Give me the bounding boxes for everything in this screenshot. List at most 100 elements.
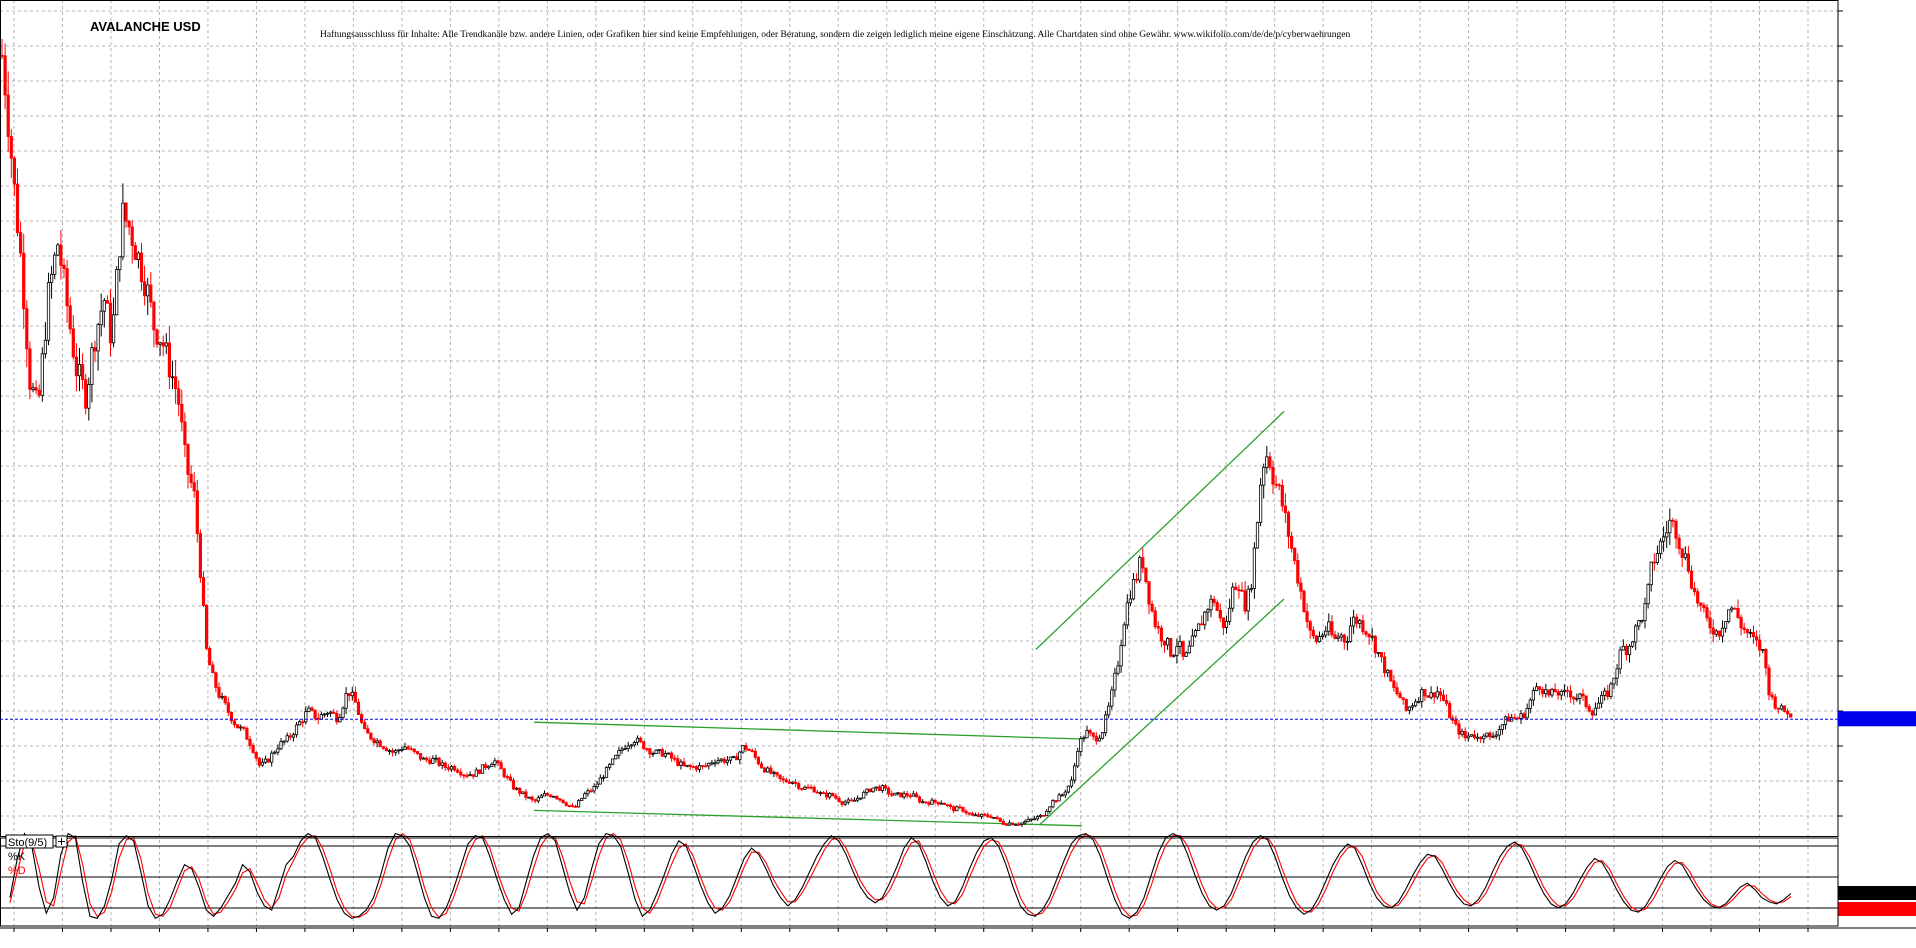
candle-body xyxy=(257,757,261,766)
trendline xyxy=(533,809,1083,827)
candle-body xyxy=(1330,621,1334,636)
candle-body xyxy=(378,740,382,748)
stochastic-legend[interactable]: Sto(9/5) %K %D xyxy=(5,834,68,877)
legend-d: %D xyxy=(8,865,26,877)
candle-body xyxy=(471,774,475,777)
candle-body xyxy=(1562,689,1566,692)
candle-body xyxy=(794,781,798,784)
candle-body xyxy=(242,726,246,729)
candle-body xyxy=(1364,631,1368,635)
candle-body xyxy=(1255,522,1260,549)
candle-body xyxy=(1342,634,1346,643)
candle-body xyxy=(1038,814,1043,818)
candle-body xyxy=(161,342,165,347)
candle-body xyxy=(803,786,807,790)
candle-body xyxy=(189,473,193,484)
candle-body xyxy=(1190,635,1194,647)
candle-body xyxy=(967,812,971,815)
candle-body xyxy=(1166,638,1170,646)
candle-body xyxy=(1141,557,1145,569)
candle-body xyxy=(905,793,909,797)
candle-body xyxy=(1751,631,1756,638)
candle-body xyxy=(332,711,336,714)
candle-body xyxy=(1671,519,1675,522)
candle-body xyxy=(1472,734,1477,739)
candle-body xyxy=(18,232,23,254)
candle-body xyxy=(1420,689,1424,702)
candle-body xyxy=(1779,705,1783,710)
candle-body xyxy=(167,342,171,378)
candle-body xyxy=(893,792,897,796)
candle-body xyxy=(1029,818,1033,821)
candle-body xyxy=(800,788,804,790)
candle-body xyxy=(322,713,327,716)
candle-body xyxy=(1655,553,1659,564)
candle-body xyxy=(71,328,75,358)
candle-body xyxy=(1488,732,1492,738)
candle-body xyxy=(821,792,826,795)
candle-body xyxy=(911,793,916,797)
candle-body xyxy=(1181,641,1185,657)
candle-body xyxy=(130,226,134,246)
candle-body xyxy=(304,711,308,723)
candle-body xyxy=(843,801,847,805)
candle-body xyxy=(1193,630,1198,637)
candle-body xyxy=(753,750,757,758)
candle-body xyxy=(1460,730,1464,735)
candle-body xyxy=(902,793,906,798)
candle-body xyxy=(1355,616,1359,624)
candle-body xyxy=(508,776,513,781)
candle-body xyxy=(620,748,624,751)
candle-body xyxy=(1153,610,1157,627)
candle-body xyxy=(741,745,745,753)
candle-body xyxy=(1252,547,1256,589)
candle-body xyxy=(1324,630,1328,636)
candle-body xyxy=(483,764,488,769)
candle-body xyxy=(964,810,968,814)
candle-body xyxy=(1429,692,1433,698)
candle-body xyxy=(849,799,854,802)
candle-body xyxy=(679,761,683,766)
candle-body xyxy=(1680,548,1684,558)
candle-body xyxy=(155,329,159,345)
candle-body xyxy=(105,300,109,304)
candle-body xyxy=(772,771,776,774)
candle-body xyxy=(1631,641,1635,647)
candle-body xyxy=(1051,800,1055,808)
chart-title: AVALANCHE USD xyxy=(90,19,201,34)
candle-body xyxy=(1088,730,1092,734)
disclaimer-text: Haftungsausschluss für Inhalte: Alle Tre… xyxy=(320,29,1351,40)
candle-body xyxy=(682,761,686,767)
stochastic-label-box[interactable] xyxy=(5,834,54,849)
candle-body xyxy=(1057,794,1061,802)
candle-body xyxy=(1575,697,1579,700)
candle-body xyxy=(62,264,66,270)
candle-body xyxy=(549,794,553,798)
candle-body xyxy=(983,813,987,816)
candle-body xyxy=(564,802,568,806)
candle-body xyxy=(899,792,903,798)
candle-body xyxy=(942,802,947,806)
candle-body xyxy=(428,759,432,764)
candle-body xyxy=(871,787,875,793)
candle-body xyxy=(328,711,333,714)
candle-body xyxy=(604,766,609,778)
candle-body xyxy=(1305,611,1309,623)
candle-body xyxy=(769,767,773,774)
candle-body xyxy=(462,774,466,777)
candle-body xyxy=(1758,639,1762,651)
candle-body xyxy=(580,797,584,802)
candle-body xyxy=(459,771,463,776)
candle-body xyxy=(747,748,751,751)
candle-body xyxy=(908,795,912,798)
candle-body xyxy=(834,795,838,799)
candle-body xyxy=(868,788,872,793)
candle-body xyxy=(1621,645,1625,651)
candle-body xyxy=(648,748,652,755)
candle-body xyxy=(363,722,367,730)
candle-body xyxy=(1615,668,1619,679)
candle-body xyxy=(697,765,702,770)
candle-body xyxy=(112,314,116,344)
candle-body xyxy=(400,748,404,751)
candle-body xyxy=(288,735,292,738)
